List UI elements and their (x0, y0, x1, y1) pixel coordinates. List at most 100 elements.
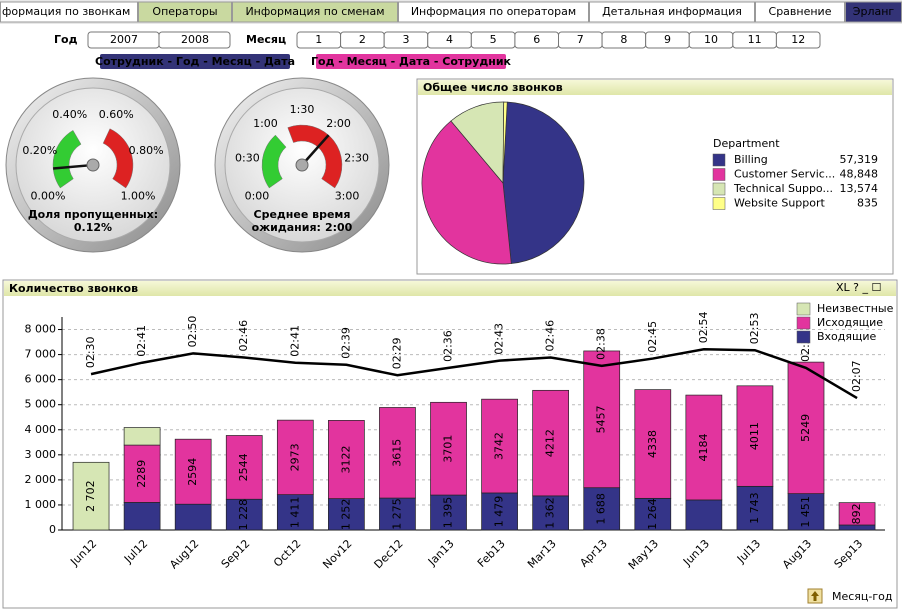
month-option[interactable]: 11 (748, 33, 762, 46)
tab[interactable] (589, 1, 755, 23)
line-value-label: 02:29 (390, 337, 403, 369)
gauge-band (102, 128, 134, 189)
drill-button[interactable] (100, 54, 290, 69)
gauge-tick-label: 2:00 (326, 117, 351, 130)
year-cell[interactable] (158, 31, 231, 49)
month-option[interactable]: 7 (577, 33, 584, 46)
bar-segment (634, 389, 672, 499)
line-value-label: 02:53 (748, 313, 761, 345)
month-option[interactable]: 9 (664, 33, 671, 46)
legend-swatch (712, 182, 726, 196)
drill-button-label[interactable]: Год - Месяц - Дата - Сотрудник (311, 55, 512, 68)
tab-label[interactable]: формация по звонкам (2, 5, 130, 18)
line-value-label: 02:36 (442, 330, 455, 362)
bar-segment (123, 427, 161, 446)
legend-label: Исходящие (817, 316, 883, 329)
month-option[interactable]: 6 (533, 33, 540, 46)
bar-value-label: 4338 (646, 430, 659, 458)
bar-value-label: 3742 (493, 432, 506, 460)
tab-label[interactable]: Операторы (152, 5, 217, 18)
gauge-tick-label: 0.80% (129, 144, 164, 157)
bar-segment (481, 398, 518, 494)
month-option[interactable]: 2 (359, 33, 366, 46)
line-value-label: 02:45 (646, 321, 659, 353)
tab-label[interactable]: Сравнение (769, 5, 832, 18)
bar-segment (379, 407, 416, 499)
legend-swatch (796, 316, 811, 330)
bar-value-label: 2544 (237, 453, 250, 481)
month-option[interactable]: 5 (490, 33, 497, 46)
month-option[interactable]: 3 (402, 33, 409, 46)
drill-button-label[interactable]: Сотрудник - Год - Месяц - Дата (95, 55, 295, 68)
pie-slice (421, 120, 512, 265)
tab[interactable] (398, 1, 589, 23)
gauge-tick-label: 3:00 (335, 190, 360, 203)
month-label: Месяц (246, 33, 286, 46)
bar-value-label: 5249 (799, 414, 812, 442)
gauge-value: 2:00 (325, 221, 353, 234)
drill-arrow (811, 591, 819, 601)
tab-label[interactable]: Эрланг (853, 5, 895, 18)
legend-label: Неизвестные (817, 302, 894, 315)
legend-value: 835 (857, 197, 878, 210)
bar-segment (276, 419, 314, 495)
bar-value-label: 4212 (544, 429, 557, 457)
bar-segment (225, 435, 263, 500)
bar-segment (430, 401, 467, 496)
year-option[interactable]: 2008 (181, 33, 209, 46)
y-tick-label: 3 000 (25, 448, 57, 461)
bar-segment (225, 498, 263, 531)
legend-value: 13,574 (840, 182, 879, 195)
gauge-tick-label: 0.60% (99, 108, 134, 121)
bar-segment (430, 494, 467, 531)
bar-segment (123, 502, 161, 531)
legend-label: Website Support (734, 197, 826, 210)
tab[interactable] (232, 1, 398, 23)
x-axis-label: Месяц-год (832, 590, 893, 603)
line-value-label: 02:30 (84, 336, 97, 368)
bar-value-label: 1 688 (595, 493, 608, 525)
month-option[interactable]: 10 (704, 33, 718, 46)
bar-segment (634, 497, 672, 531)
bar-segment (72, 461, 110, 531)
month-option[interactable]: 4 (446, 33, 453, 46)
tab-label[interactable]: Детальная информация (602, 5, 742, 18)
tab[interactable] (138, 1, 232, 23)
line-value-label: 02:41 (288, 325, 301, 357)
legend-swatch (796, 330, 811, 344)
bar-value-label: 1 451 (799, 496, 812, 528)
month-option[interactable]: 8 (620, 33, 627, 46)
gauge-tick-label: 0:00 (245, 190, 270, 203)
line-value-label: 02:46 (544, 320, 557, 352)
gauge-tick-label: 1.00% (121, 190, 156, 203)
year-option[interactable]: 2007 (110, 33, 138, 46)
bar-segment (787, 493, 825, 531)
month-option[interactable]: 1 (315, 33, 322, 46)
gauge-band (261, 134, 287, 189)
bar-value-label: 2973 (288, 443, 301, 471)
bar-segment (328, 420, 365, 499)
bar-value-label: 3701 (442, 435, 455, 463)
drill-button[interactable] (316, 54, 506, 69)
legend-label: Customer Servic... (734, 168, 835, 181)
legend-swatch (712, 153, 726, 167)
bar-value-label: 1 252 (339, 499, 352, 531)
y-tick-label: 0 (49, 523, 56, 536)
xl-icon[interactable]: XL ? _ ☐ (836, 281, 881, 294)
bar-value-label: 1 275 (390, 498, 403, 530)
month-cell[interactable] (775, 31, 821, 49)
tab-label[interactable]: Информация по операторам (411, 5, 576, 18)
line-value-label: 02:07 (850, 360, 863, 392)
legend-value: 57,319 (840, 153, 879, 166)
bar-title-bar (4, 281, 896, 296)
tab[interactable] (755, 1, 845, 23)
gauge-value: 0.12% (74, 221, 112, 234)
bar-segment (532, 389, 570, 497)
tab[interactable] (0, 1, 138, 23)
bar-segment (174, 503, 212, 531)
gauge-tick-label: 1:00 (253, 117, 278, 130)
bar-segment (123, 444, 161, 503)
month-option[interactable]: 12 (791, 33, 805, 46)
tab-label[interactable]: Информация по сменам (245, 5, 384, 18)
bar-value-label: 4184 (697, 434, 710, 462)
